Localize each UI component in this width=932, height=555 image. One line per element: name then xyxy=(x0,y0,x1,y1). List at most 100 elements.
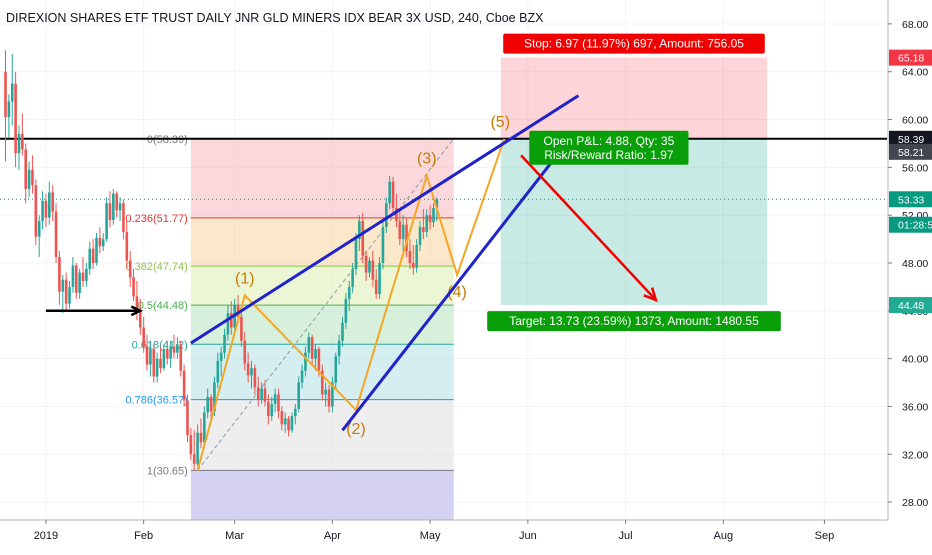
candle-body xyxy=(135,296,139,311)
candle-body xyxy=(428,215,432,223)
pnl-label-bg xyxy=(529,130,689,165)
candle-body xyxy=(317,349,321,371)
fib-level-label: 0.5(44.48) xyxy=(138,300,188,312)
price-axis-label: 36.00 xyxy=(902,401,928,413)
candle-body xyxy=(145,346,149,365)
time-axis-label: Sep xyxy=(815,530,835,542)
candle-body xyxy=(381,227,385,263)
candle-body xyxy=(85,268,88,281)
candle-body xyxy=(199,432,203,443)
candle-body xyxy=(267,401,270,416)
time-axis-label: Mar xyxy=(225,530,244,542)
stop-label: Stop: 6.97 (11.97%) 697, Amount: 756.05 xyxy=(524,37,744,51)
candle-body xyxy=(304,352,307,371)
price-tag-label: 65.18 xyxy=(898,53,924,65)
wedge-upper-line xyxy=(190,94,580,345)
candle-body xyxy=(294,408,297,416)
candle-body xyxy=(368,260,371,273)
price-tag-bg xyxy=(889,130,932,147)
candle-body xyxy=(405,224,408,252)
price-tag-label: 01:28:53 xyxy=(898,220,932,232)
candle-body xyxy=(280,411,284,425)
candle-body xyxy=(341,322,344,341)
time-axis-label: Feb xyxy=(134,530,153,542)
candle-body xyxy=(361,221,365,256)
candle-body xyxy=(300,370,304,383)
candle-body xyxy=(418,227,422,246)
candle-body xyxy=(54,211,58,258)
candle-body xyxy=(297,382,300,409)
candle-body xyxy=(327,389,331,407)
candle-body xyxy=(374,279,378,295)
price-tag-label: 58.21 xyxy=(898,147,924,159)
candle-body xyxy=(371,260,375,280)
candle-body xyxy=(125,231,129,261)
projection-arrow-head xyxy=(643,287,658,303)
candle-body xyxy=(68,286,71,304)
price-tag-label: 44.48 xyxy=(898,300,924,312)
price-tag-bg xyxy=(889,143,932,160)
pnl-label: Risk/Reward Ratio: 1.97 xyxy=(544,148,674,162)
candle-body xyxy=(270,404,274,416)
candle-body xyxy=(172,346,176,353)
time-axis-label: 2019 xyxy=(34,530,58,542)
fib-level-label: 0.618(41.2) xyxy=(132,339,188,351)
candle-body xyxy=(179,344,183,371)
candle-body xyxy=(7,101,11,118)
candle-body xyxy=(95,237,98,263)
candle-body xyxy=(14,83,17,154)
price-tag-label: 53.33 xyxy=(898,194,924,206)
candle-body xyxy=(74,265,78,293)
fib-level-label: 0.786(36.57) xyxy=(125,395,187,407)
candle-body xyxy=(61,279,65,292)
candle-body xyxy=(398,221,402,240)
candle-body xyxy=(216,361,220,383)
candle-body xyxy=(44,200,48,218)
candle-body xyxy=(71,265,75,287)
candle-body xyxy=(37,221,41,237)
price-tag-bg xyxy=(889,49,932,66)
candle-body xyxy=(182,370,186,401)
candle-body xyxy=(132,277,135,297)
target-label: Target: 13.73 (23.59%) 1373, Amount: 148… xyxy=(509,314,759,328)
price-tag-label: 58.39 xyxy=(898,134,924,146)
fib-band xyxy=(190,138,454,218)
price-tag-bg xyxy=(889,216,932,233)
candle-body xyxy=(41,200,44,222)
candle-body xyxy=(401,224,405,240)
candle-body xyxy=(287,418,290,431)
candle-body xyxy=(344,298,348,323)
candle-body xyxy=(34,185,38,237)
candle-body xyxy=(395,208,398,222)
candle-body xyxy=(246,363,250,376)
time-axis-background xyxy=(0,520,932,550)
candle-body xyxy=(290,416,294,431)
candle-body xyxy=(31,169,34,186)
elliott-wave-path xyxy=(196,138,506,471)
stop-zone xyxy=(500,57,768,139)
candle-body xyxy=(219,352,223,362)
price-axis-label: 56.00 xyxy=(902,162,928,174)
candle-body xyxy=(385,203,388,228)
candle-body xyxy=(206,396,209,413)
candle-body xyxy=(122,203,125,232)
candle-body xyxy=(4,71,7,118)
candle-body xyxy=(314,349,317,359)
fib-band xyxy=(190,470,454,520)
candle-body xyxy=(149,349,152,365)
price-axis-label: 40.00 xyxy=(902,354,928,366)
candle-body xyxy=(422,227,425,232)
candle-body xyxy=(169,346,172,359)
price-axis-label: 64.00 xyxy=(902,67,928,79)
candle-body xyxy=(64,279,68,304)
candle-body xyxy=(263,388,267,402)
time-axis-label: Jul xyxy=(619,530,633,542)
candle-body xyxy=(236,304,240,317)
candle-body xyxy=(10,83,14,102)
candle-body xyxy=(240,316,243,341)
price-tag-bg xyxy=(889,191,932,208)
candle-body xyxy=(213,382,216,412)
candle-body xyxy=(192,454,196,464)
